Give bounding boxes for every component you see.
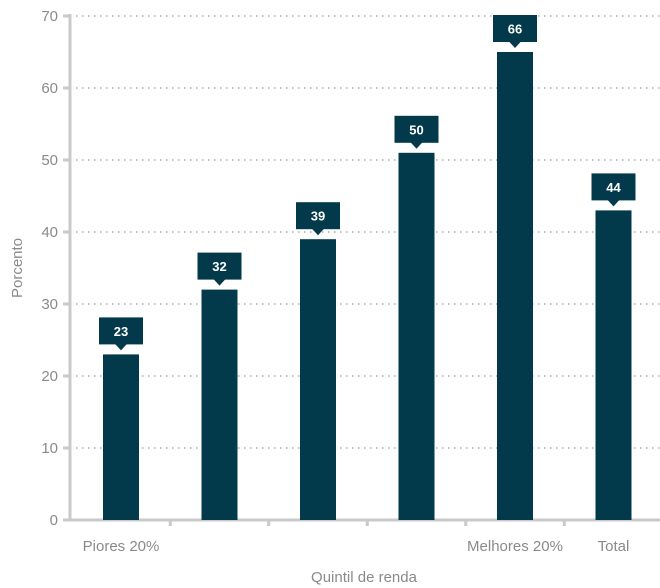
data-label-box bbox=[99, 317, 143, 345]
data-label-pointer bbox=[115, 343, 127, 351]
data-label: 50 bbox=[409, 122, 423, 137]
data-label-pointer bbox=[607, 199, 620, 207]
y-tick-label: 70 bbox=[41, 8, 58, 25]
bar bbox=[398, 152, 435, 521]
x-tick-label: Total bbox=[598, 538, 630, 555]
x-tick-label: Melhores 20% bbox=[467, 538, 563, 555]
data-label: 23 bbox=[114, 324, 128, 339]
data-labels: 23 32 39 50 66 44 bbox=[99, 15, 636, 351]
y-tick-label: 20 bbox=[41, 368, 58, 385]
bars bbox=[103, 52, 632, 521]
bar bbox=[595, 210, 632, 520]
bar bbox=[300, 239, 336, 520]
data-label-box bbox=[493, 15, 537, 42]
data-label: 32 bbox=[212, 259, 226, 274]
data-label-box bbox=[197, 252, 242, 280]
bar bbox=[497, 52, 533, 520]
data-label-box bbox=[296, 202, 340, 230]
y-tick-label: 30 bbox=[41, 296, 58, 313]
data-label-box bbox=[591, 173, 636, 201]
y-axis-title: Porcento bbox=[9, 238, 26, 298]
data-label-pointer bbox=[213, 279, 226, 286]
y-tick-label: 0 bbox=[50, 512, 58, 529]
axes: 0 10 20 30 40 50 60 70 Piores 20% Melhores 20% Tot… bbox=[41, 8, 660, 555]
y-tick-label: 10 bbox=[41, 440, 58, 457]
data-label: 66 bbox=[508, 22, 522, 37]
data-label-pointer bbox=[410, 142, 423, 149]
y-tick-label: 60 bbox=[41, 80, 58, 97]
y-tick-label: 50 bbox=[41, 152, 58, 169]
x-tick-label: Piores 20% bbox=[83, 538, 160, 555]
bar bbox=[201, 289, 238, 520]
data-label-pointer bbox=[312, 228, 324, 236]
data-label-box bbox=[394, 115, 439, 143]
data-label: 39 bbox=[311, 209, 325, 224]
data-label: 44 bbox=[606, 180, 621, 195]
x-axis-title: Quintil de renda bbox=[311, 569, 418, 586]
y-tick-label: 40 bbox=[41, 224, 58, 241]
data-label-pointer bbox=[509, 41, 521, 48]
bar bbox=[103, 354, 139, 520]
gridlines bbox=[70, 15, 660, 449]
